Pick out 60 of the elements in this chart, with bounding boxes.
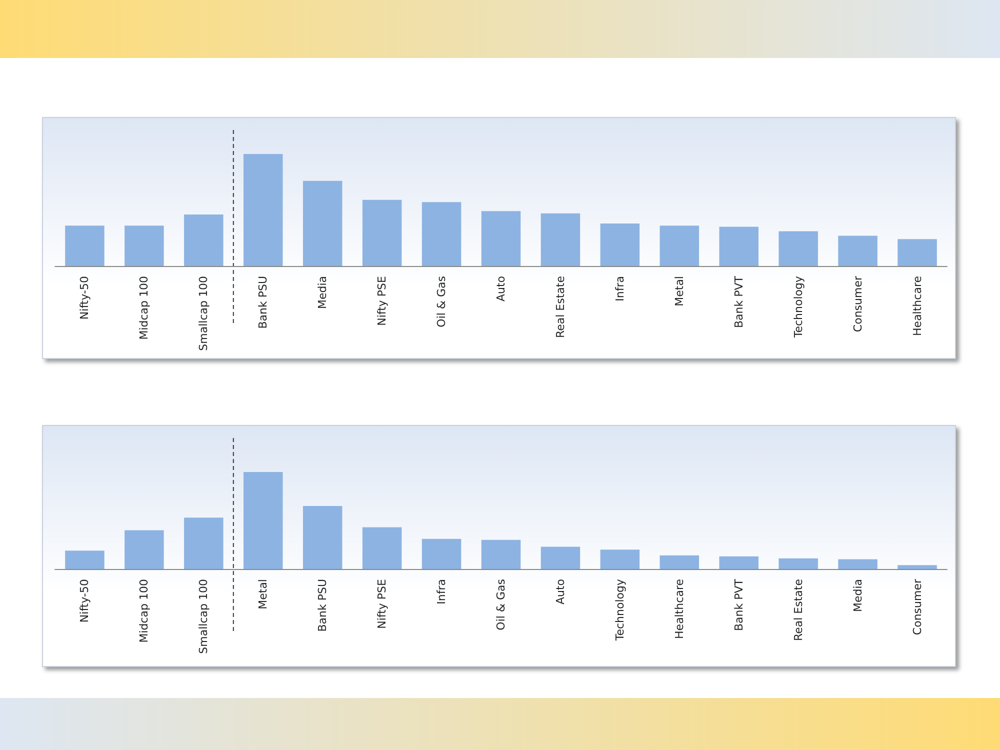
bar [898,565,937,569]
bar [838,236,878,266]
x-tick-label: Metal [672,276,686,306]
x-tick-label: Consumer [851,276,864,332]
x-tick-label: Nifty PSE [376,276,389,326]
x-tick-label: Metal [256,579,270,610]
x-tick-label: Smallcap 100 [197,276,210,351]
x-tick-label: Technology [792,276,805,339]
x-tick-label: Technology [613,578,626,642]
bar [481,211,521,266]
x-tick-label: Oil & Gas [494,578,508,630]
x-tick-label: Auto [494,276,508,302]
bar [362,527,402,569]
bar [422,538,462,569]
x-tick-label: Bank PVT [732,276,746,328]
bar [660,555,700,569]
bar [302,506,342,569]
x-tick-label: Auto [554,578,567,605]
bar [660,226,700,266]
x-tick-label: Bank PSU [256,276,270,329]
x-tick-label: Bank PSU [316,579,330,632]
bar [719,556,758,569]
bar [600,550,640,569]
bar [244,472,283,569]
bar [124,226,164,266]
x-tick-label: Midcap 100 [138,579,151,643]
x-tick-label: Media [851,579,864,612]
x-tick-label: Consumer [910,578,924,636]
bar [65,550,104,569]
x-tick-label: Nifty-50 [78,276,92,320]
x-tick-label: Bank PVT [732,578,746,632]
bar [244,154,283,266]
bar [184,214,224,266]
bar [65,226,104,266]
bar [838,559,878,569]
x-tick-label: Infra [435,579,448,604]
bar [184,518,224,569]
bar [302,180,342,266]
x-tick-label: Real Estate [554,276,567,338]
x-tick-label: Oil & Gas [435,276,448,328]
x-tick-label: Infra [613,276,626,302]
bar [719,226,758,266]
x-tick-label: Healthcare [672,578,686,639]
bar [124,530,164,569]
x-tick-label: Media [316,276,330,310]
x-tick-label: Healthcare [910,276,924,336]
x-tick-label: Smallcap 100 [197,579,210,654]
bar [778,231,818,266]
bar [540,546,580,569]
x-tick-label: Real Estate [792,578,805,642]
bar [540,213,580,266]
x-tick-label: Nifty PSE [376,578,389,629]
x-tick-label: Midcap 100 [138,276,151,340]
bar [481,540,521,569]
bar [778,558,818,569]
bar [362,200,402,266]
bar [898,239,937,266]
x-tick-label: Nifty-50 [78,579,92,623]
bar [600,223,640,266]
bar [422,202,462,266]
